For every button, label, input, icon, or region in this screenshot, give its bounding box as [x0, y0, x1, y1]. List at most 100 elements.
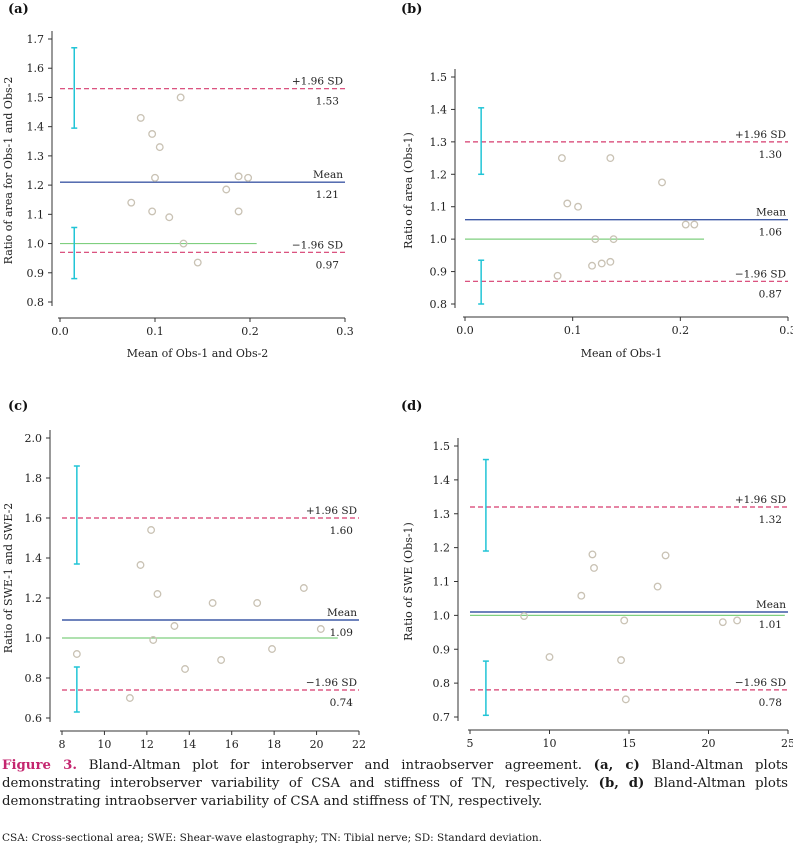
lower-sd-value: 0.78	[759, 697, 782, 709]
data-point	[557, 154, 566, 163]
y-tick-label: 0.8	[430, 298, 448, 311]
data-point	[588, 550, 597, 559]
data-point	[136, 561, 145, 569]
lower-sd-value: 0.74	[330, 697, 354, 709]
lower-sd-label: −1.96 SD	[735, 677, 786, 689]
data-point	[653, 582, 662, 591]
data-point	[299, 584, 308, 592]
y-tick-label: 1.6	[27, 62, 45, 75]
data-point	[690, 220, 699, 229]
data-point	[609, 235, 618, 244]
y-tick-label: 1.4	[433, 474, 451, 487]
data-point	[563, 199, 572, 208]
upper-sd-label: +1.96 SD	[292, 76, 343, 88]
data-point	[72, 650, 81, 658]
x-tick-label: 16	[225, 738, 239, 750]
upper-sd-value: 1.32	[759, 514, 782, 526]
upper-sd-label: +1.96 SD	[735, 494, 786, 506]
y-tick-label: 0.9	[433, 643, 451, 656]
y-tick-label: 1.0	[27, 238, 45, 251]
data-point	[588, 261, 596, 270]
lower-sd-label: −1.96 SD	[306, 677, 357, 689]
lower-sd-value: 0.87	[759, 288, 782, 300]
data-point	[147, 526, 156, 534]
data-point	[153, 590, 162, 598]
data-point	[621, 695, 630, 704]
figure-label: Figure 3.	[2, 758, 77, 773]
panel-label: (d)	[401, 399, 422, 414]
data-point	[733, 616, 742, 625]
data-point	[316, 625, 325, 633]
y-tick-label: 1.0	[433, 609, 451, 622]
data-point	[244, 173, 253, 182]
y-tick-label: 1.5	[430, 71, 448, 84]
y-tick-label: 1.5	[27, 91, 45, 104]
y-tick-label: 1.5	[433, 440, 451, 453]
data-point	[176, 93, 185, 102]
x-tick-label: 5	[467, 737, 474, 750]
caption-text-3: Bland-Altman plots demonstrating intraob…	[2, 776, 789, 809]
panel-a: (a) 0.8 0.9 1.0 1.1 1.2 1.3 1.4 1.5 1.6 1.7 0.0 0.1 0…	[2, 2, 354, 360]
data-point	[165, 213, 174, 222]
x-tick-label: 8	[59, 738, 66, 750]
x-tick-label: 0.3	[779, 324, 793, 337]
y-tick-label: 1.7	[27, 33, 45, 46]
figure-caption: Figure 3. Bland-Altman plot for interobs…	[2, 757, 788, 811]
data-point	[208, 599, 217, 607]
y-tick-label: 1.2	[27, 179, 45, 192]
data-point	[148, 130, 157, 138]
y-tick-label: 0.8	[433, 677, 451, 690]
y-axis-title: Ratio of area (Obs-1)	[402, 132, 415, 249]
y-tick-label: 2.0	[25, 432, 43, 445]
y-tick-label: 1.4	[27, 121, 45, 134]
caption-panels-ac: (a, c)	[593, 758, 640, 773]
panel-label: (a)	[8, 2, 29, 17]
lower-sd-label: −1.96 SD	[735, 268, 786, 280]
x-tick-label: 0.2	[672, 324, 690, 337]
data-point	[545, 653, 554, 661]
y-tick-label: 1.1	[27, 208, 45, 221]
data-point	[577, 591, 586, 600]
data-point	[151, 173, 159, 182]
data-point	[590, 564, 598, 572]
data-point	[606, 257, 615, 266]
data-point	[661, 551, 670, 560]
data-point	[234, 172, 243, 181]
data-point	[681, 220, 690, 229]
data-point	[268, 645, 276, 653]
upper-sd-value: 1.60	[330, 525, 353, 537]
x-tick-label: 0.2	[241, 325, 259, 338]
y-tick-label: 1.1	[433, 576, 451, 589]
lower-sd-label: −1.96 SD	[292, 239, 343, 251]
mean-value: 1.21	[316, 189, 339, 201]
panel-label: (b)	[401, 2, 422, 17]
x-tick-label: 12	[140, 738, 154, 750]
y-tick-label: 0.6	[25, 712, 43, 725]
data-point	[149, 636, 158, 644]
data-point	[253, 599, 262, 607]
data-point	[617, 656, 625, 665]
mean-label: Mean	[756, 599, 786, 611]
data-point	[574, 202, 582, 211]
mean-label: Mean	[313, 169, 343, 181]
x-axis-title: Mean of Obs-1 and Obs-2	[127, 347, 269, 360]
y-axis-title: Ratio of SWE (Obs-1)	[402, 522, 415, 641]
data-point	[718, 618, 727, 627]
x-tick-label: 0.1	[146, 325, 164, 338]
data-point	[179, 239, 188, 248]
y-tick-label: 1.1	[430, 201, 448, 214]
data-point	[606, 154, 615, 163]
x-tick-label: 10	[97, 738, 111, 750]
upper-sd-value: 1.30	[759, 149, 782, 161]
data-point	[217, 656, 226, 664]
y-tick-label: 1.0	[25, 632, 43, 645]
y-tick-label: 0.9	[27, 267, 45, 280]
y-tick-label: 0.8	[27, 296, 45, 309]
caption-text-2: Bland-Altman plots demonstrating interob…	[2, 758, 788, 791]
figure-panels: (a) 0.8 0.9 1.0 1.1 1.2 1.3 1.4 1.5 1.6 1.7 0.0 0.1 0…	[2, 2, 793, 750]
x-tick-label: 0.3	[336, 325, 354, 338]
mean-value: 1.01	[759, 619, 782, 631]
data-point	[193, 258, 202, 267]
x-tick-label: 18	[267, 738, 281, 750]
y-tick-label: 1.3	[27, 150, 45, 163]
